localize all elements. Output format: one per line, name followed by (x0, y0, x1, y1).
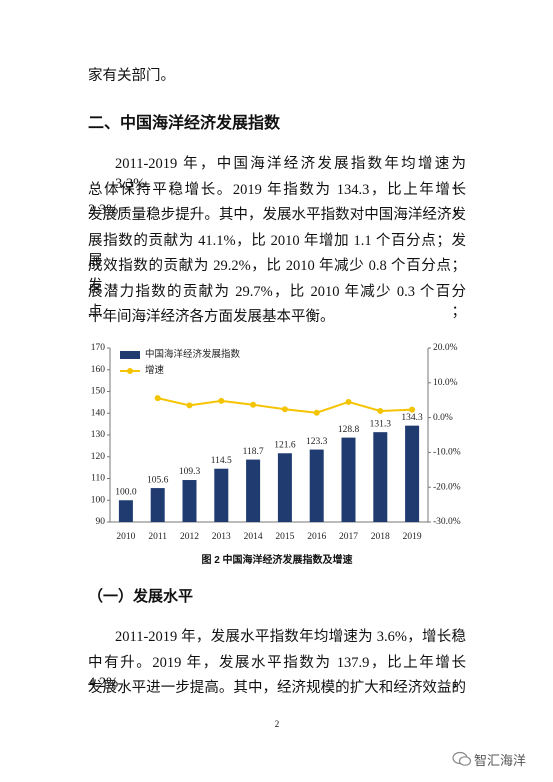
text-line: 中有升。2019 年，发展水平指数为 137.9，比上年增长 4.2%， (88, 654, 466, 691)
wechat-icon (452, 751, 472, 766)
text-line: 展指数的贡献为 41.1%，比 2010 年增加 1.1 个百分点；发展 (88, 232, 466, 269)
bar (277, 453, 292, 522)
y2-tick-label: -30.0% (433, 517, 461, 527)
line-marker (377, 407, 384, 414)
data-label: 100.0 (115, 487, 137, 497)
x-tick-label: 2013 (212, 532, 231, 542)
data-label: 118.7 (243, 447, 264, 457)
y-tick-label: 120 (91, 452, 106, 462)
x-tick-label: 2010 (116, 532, 135, 542)
page-number: 2 (274, 719, 280, 729)
y-tick-label: 170 (91, 343, 106, 353)
x-tick-label: 2019 (403, 532, 422, 542)
legend-swatch (127, 368, 133, 374)
bar (150, 488, 165, 522)
bar (405, 425, 420, 522)
y-tick-label: 130 (91, 430, 106, 440)
x-tick-label: 2012 (180, 532, 199, 542)
section-heading: 二、中国海洋经济发展指数 (88, 115, 281, 132)
bar (182, 480, 197, 522)
x-tick-label: 2016 (307, 532, 326, 542)
bar (341, 437, 356, 522)
subsection-heading: （一）发展水平 (88, 588, 194, 605)
bar (309, 449, 324, 522)
text-line: 发展质量稳步提升。其中，发展水平指数对中国海洋经济发 (88, 207, 466, 223)
legend-label: 增速 (145, 364, 165, 376)
text-line: 成效指数的贡献为 29.2%，比 2010 年减少 0.8 个百分点；发 (88, 258, 466, 294)
text-line: 发展水平进一步提高。其中，经济规模的扩大和经济效益的 (88, 680, 466, 696)
text-line: 展潜力指数的贡献为 29.7%，比 2010 年减少 0.3 个百分点； (88, 283, 466, 320)
y-tick-label: 90 (96, 517, 106, 527)
y-tick-label: 140 (91, 408, 106, 418)
data-label: 128.8 (338, 425, 360, 435)
line-marker (186, 402, 193, 409)
x-tick-label: 2015 (275, 532, 294, 542)
data-label: 123.3 (306, 437, 328, 447)
figure-caption: 图 2 中国海洋经济发展指数及增速 (201, 555, 353, 566)
x-tick-label: 2014 (244, 532, 263, 542)
line-marker (218, 397, 225, 404)
legend-swatch (120, 351, 140, 359)
bar (246, 459, 261, 522)
line-marker (345, 398, 352, 405)
x-tick-label: 2017 (339, 532, 358, 542)
text-line: 2011-2019 年，中国海洋经济发展指数年均增速为 3.3%， (115, 156, 466, 192)
text-line: 2011-2019 年，发展水平指数年均增速为 3.6%，增长稳 (115, 629, 466, 645)
x-tick-label: 2018 (371, 532, 390, 542)
y-tick-label: 160 (91, 365, 106, 375)
data-label: 134.3 (401, 413, 423, 423)
data-label: 109.3 (179, 467, 201, 477)
y2-tick-label: 20.0% (433, 343, 458, 353)
line-marker (250, 401, 257, 408)
line-marker (281, 406, 288, 413)
y2-tick-label: -20.0% (433, 482, 461, 492)
body-text: 家有关部门。 (88, 68, 175, 84)
y-tick-label: 150 (91, 387, 106, 397)
y2-tick-label: -10.0% (433, 448, 461, 458)
line-marker (409, 406, 416, 413)
bar (118, 500, 133, 522)
data-label: 114.5 (211, 456, 232, 466)
bar (214, 468, 229, 522)
line-marker (154, 395, 161, 402)
bar (373, 432, 388, 522)
y-tick-label: 110 (91, 474, 105, 484)
x-tick-label: 2011 (148, 532, 167, 542)
text-line: 十年间海洋经济各方面发展基本平衡。 (88, 309, 335, 325)
y2-tick-label: 0.0% (433, 413, 453, 423)
legend-label: 中国海洋经济发展指数 (145, 348, 241, 360)
y2-tick-label: 10.0% (433, 378, 458, 388)
line-marker (313, 409, 320, 416)
data-label: 121.6 (274, 440, 296, 450)
watermark: 智汇海洋 (474, 753, 527, 768)
data-label: 105.6 (147, 475, 169, 485)
text-line: 总体保持平稳增长。2019 年指数为 134.3，比上年增长 2.3%， (88, 181, 466, 218)
data-label: 131.3 (370, 419, 392, 429)
y-tick-label: 100 (91, 495, 106, 505)
